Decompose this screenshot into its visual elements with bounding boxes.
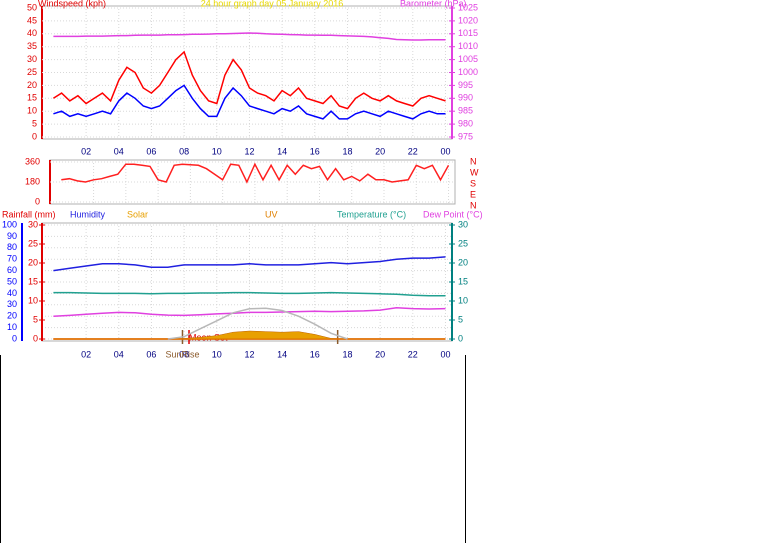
series-line <box>53 307 446 317</box>
y-tick-label: 0 <box>12 333 17 343</box>
y-tick-label: 15 <box>458 276 468 286</box>
series-line <box>167 307 348 340</box>
y-tick-label: 1015 <box>458 28 478 38</box>
y-tick-label: 30 <box>458 219 468 229</box>
series-line <box>61 162 450 184</box>
y-axis-title: Windspeed (kph) <box>38 0 106 8</box>
y-tick-label: 20 <box>28 257 38 267</box>
chart-title: 24 hour graph day 05 January 2016 <box>201 0 344 8</box>
y-tick-label: 10 <box>458 295 468 305</box>
y-tick-label: 985 <box>458 106 473 116</box>
y-tick-label: 80 <box>7 242 17 252</box>
legend-label: Dew Point (°C) <box>423 209 483 219</box>
y-tick-label: 25 <box>27 67 37 77</box>
x-tick-label: 20 <box>375 146 385 156</box>
y-tick-label: 975 <box>458 131 473 141</box>
x-tick-label: 00 <box>440 146 450 156</box>
y-tick-label: 15 <box>27 93 37 103</box>
direction-label: N <box>470 156 477 166</box>
y-tick-label: 5 <box>32 118 37 128</box>
x-tick-label: 20 <box>375 349 385 359</box>
x-tick-label: 04 <box>114 146 124 156</box>
direction-label: S <box>470 178 476 188</box>
x-tick-label: 18 <box>342 349 352 359</box>
x-tick-label: 10 <box>212 349 222 359</box>
x-tick-label: 14 <box>277 146 287 156</box>
x-tick-label: 12 <box>244 349 254 359</box>
x-tick-label: 18 <box>342 146 352 156</box>
series-line <box>53 32 446 41</box>
x-tick-label: 08 <box>179 146 189 156</box>
y2-axis-title: Barometer (hPa) <box>400 0 467 8</box>
legend-label: Solar <box>127 209 148 219</box>
y-tick-label: 0 <box>32 131 37 141</box>
x-tick-label: 06 <box>146 146 156 156</box>
y-tick-label: 990 <box>458 93 473 103</box>
legend-label: Humidity <box>70 209 106 219</box>
y-tick-label: 30 <box>7 299 17 309</box>
y-tick-label: 1005 <box>458 54 478 64</box>
y-tick-label: 45 <box>27 15 37 25</box>
x-tick-label: 00 <box>440 349 450 359</box>
legend-label: UV <box>265 209 278 219</box>
y-tick-label: 180 <box>25 176 40 186</box>
y-tick-label: 1020 <box>458 15 478 25</box>
series-line <box>53 84 446 120</box>
x-tick-label: 14 <box>277 349 287 359</box>
series-line <box>52 50 446 110</box>
y-tick-label: 50 <box>7 276 17 286</box>
y-tick-label: 100 <box>2 219 17 229</box>
y-tick-label: 10 <box>27 106 37 116</box>
x-tick-label: 22 <box>408 146 418 156</box>
x-tick-label: 22 <box>408 349 418 359</box>
y-tick-label: 20 <box>27 80 37 90</box>
y-tick-label: 60 <box>7 265 17 275</box>
y-tick-label: 40 <box>7 288 17 298</box>
y-tick-label: 25 <box>458 238 468 248</box>
legend-label: Rainfall (mm) <box>2 209 56 219</box>
y-tick-label: 5 <box>458 314 463 324</box>
x-tick-label: 10 <box>212 146 222 156</box>
y-tick-label: 0 <box>458 333 463 343</box>
x-tick-label: 06 <box>146 349 156 359</box>
y-tick-label: 10 <box>28 295 38 305</box>
y-tick-label: 1000 <box>458 67 478 77</box>
direction-label: E <box>470 189 476 199</box>
y-tick-label: 5 <box>33 314 38 324</box>
y-tick-label: 980 <box>458 118 473 128</box>
y-tick-label: 10 <box>7 322 17 332</box>
x-tick-label: 02 <box>81 349 91 359</box>
direction-label: W <box>470 167 479 177</box>
y-tick-label: 70 <box>7 254 17 264</box>
x-tick-label: 08 <box>179 349 189 359</box>
y-tick-label: 40 <box>27 28 37 38</box>
y-tick-label: 1025 <box>458 2 478 12</box>
x-tick-label: 16 <box>310 146 320 156</box>
x-tick-label: 02 <box>81 146 91 156</box>
x-tick-label: 16 <box>310 349 320 359</box>
series-line <box>53 291 446 297</box>
y-tick-label: 35 <box>27 41 37 51</box>
y-tick-label: 0 <box>35 196 40 206</box>
y-tick-label: 360 <box>25 156 40 166</box>
y-tick-label: 1010 <box>458 41 478 51</box>
y-tick-label: 20 <box>7 311 17 321</box>
y-tick-label: 0 <box>33 333 38 343</box>
y-tick-label: 90 <box>7 231 17 241</box>
y-tick-label: 20 <box>458 257 468 267</box>
y-tick-label: 15 <box>28 276 38 286</box>
series-line <box>53 256 446 272</box>
event-label: SunRise <box>165 349 199 359</box>
y-tick-label: 30 <box>27 54 37 64</box>
y-tick-label: 995 <box>458 80 473 90</box>
direction-label: N <box>470 200 477 210</box>
y-tick-label: 50 <box>27 2 37 12</box>
x-tick-label: 04 <box>114 349 124 359</box>
legend-label: Temperature (°C) <box>337 209 406 219</box>
y-tick-label: 30 <box>28 219 38 229</box>
y-tick-label: 25 <box>28 238 38 248</box>
x-tick-label: 12 <box>244 146 254 156</box>
